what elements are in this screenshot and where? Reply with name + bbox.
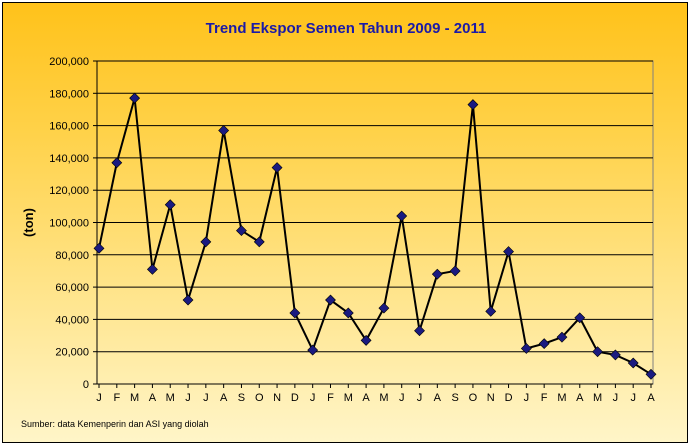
x-tick-label: M: [166, 392, 175, 404]
data-point: [574, 312, 586, 324]
y-tick-label: 0: [83, 379, 89, 391]
y-tick-label: 60,000: [55, 282, 89, 294]
data-point: [200, 236, 212, 248]
x-tick-label: J: [524, 392, 530, 404]
data-point: [431, 268, 443, 280]
source-note: Sumber: data Kemenperin dan ASI yang dio…: [21, 419, 209, 429]
data-point: [645, 368, 657, 380]
x-tick-label: J: [185, 392, 191, 404]
y-tick-label: 40,000: [55, 314, 89, 326]
data-point: [271, 162, 283, 174]
y-tick-label: 120,000: [49, 185, 89, 197]
x-tick-label: J: [399, 392, 405, 404]
data-point: [307, 344, 319, 356]
x-tick-label: J: [417, 392, 423, 404]
y-tick-label: 100,000: [49, 218, 89, 230]
data-point: [538, 338, 550, 350]
data-point: [253, 236, 265, 248]
x-tick-label: A: [220, 392, 228, 404]
chart-plot: 0 20,000 40,000 60,000 80,000 100,000 120,000 1…: [21, 56, 657, 404]
x-tick-label: J: [310, 392, 316, 404]
data-point: [449, 265, 461, 277]
data-point: [520, 343, 532, 354]
x-tick-label: J: [203, 392, 209, 404]
data-point: [485, 305, 497, 317]
x-tick-label: A: [576, 392, 584, 404]
y-tick-label: 80,000: [55, 250, 89, 262]
x-tick-label: M: [379, 392, 388, 404]
data-point: [111, 157, 123, 169]
y-axis-label: (ton): [21, 208, 36, 237]
data-point: [342, 307, 354, 319]
x-tick-label: A: [149, 392, 157, 404]
data-point: [627, 357, 639, 369]
x-tick-label: N: [273, 392, 281, 404]
data-point: [360, 334, 372, 346]
y-tick-label: 160,000: [49, 121, 89, 133]
chart-frame: Trend Ekspor Semen Tahun 2009 - 2011 0 20…: [2, 2, 688, 443]
data-point: [129, 92, 141, 104]
y-tick-label: 20,000: [55, 347, 89, 359]
x-tick-label: S: [451, 392, 458, 404]
x-tick-label: M: [557, 392, 566, 404]
data-point: [467, 99, 479, 111]
data-point: [182, 294, 194, 306]
x-tick-label: F: [541, 392, 548, 404]
x-tick-label: S: [238, 392, 245, 404]
x-tick-label: A: [434, 392, 442, 404]
data-point: [146, 263, 158, 275]
data-point: [164, 199, 176, 211]
x-tick-label: J: [613, 392, 619, 404]
x-tick-label: O: [469, 392, 478, 404]
x-tick-label: A: [647, 392, 655, 404]
x-tick-label: J: [96, 392, 102, 404]
series-line: [98, 97, 652, 376]
x-tick-label: A: [362, 392, 370, 404]
x-tick-label: M: [593, 392, 602, 404]
data-point: [396, 210, 408, 222]
data-point: [556, 331, 568, 343]
y-tick-label: 200,000: [49, 56, 89, 68]
chart-title: Trend Ekspor Semen Tahun 2009 - 2011: [205, 20, 487, 37]
x-tick-label: F: [327, 392, 334, 404]
data-point: [378, 302, 390, 314]
x-tick-label: O: [255, 392, 264, 404]
data-point: [218, 125, 230, 136]
x-tick-label: F: [113, 392, 120, 404]
x-tick-label: M: [130, 392, 139, 404]
x-tick-label: J: [630, 392, 636, 404]
y-tick-label: 140,000: [49, 153, 89, 165]
data-point: [503, 246, 514, 257]
data-point: [93, 242, 105, 254]
data-point: [325, 294, 336, 306]
data-point: [592, 346, 604, 358]
x-tick-label: D: [291, 392, 299, 404]
x-tick-label: D: [505, 392, 513, 404]
data-point: [289, 307, 301, 319]
data-point: [236, 225, 247, 236]
x-tick-label: N: [487, 392, 495, 404]
x-tick-label: M: [344, 392, 353, 404]
y-tick-label: 180,000: [49, 88, 89, 100]
data-point: [414, 325, 425, 337]
data-point: [609, 349, 621, 361]
